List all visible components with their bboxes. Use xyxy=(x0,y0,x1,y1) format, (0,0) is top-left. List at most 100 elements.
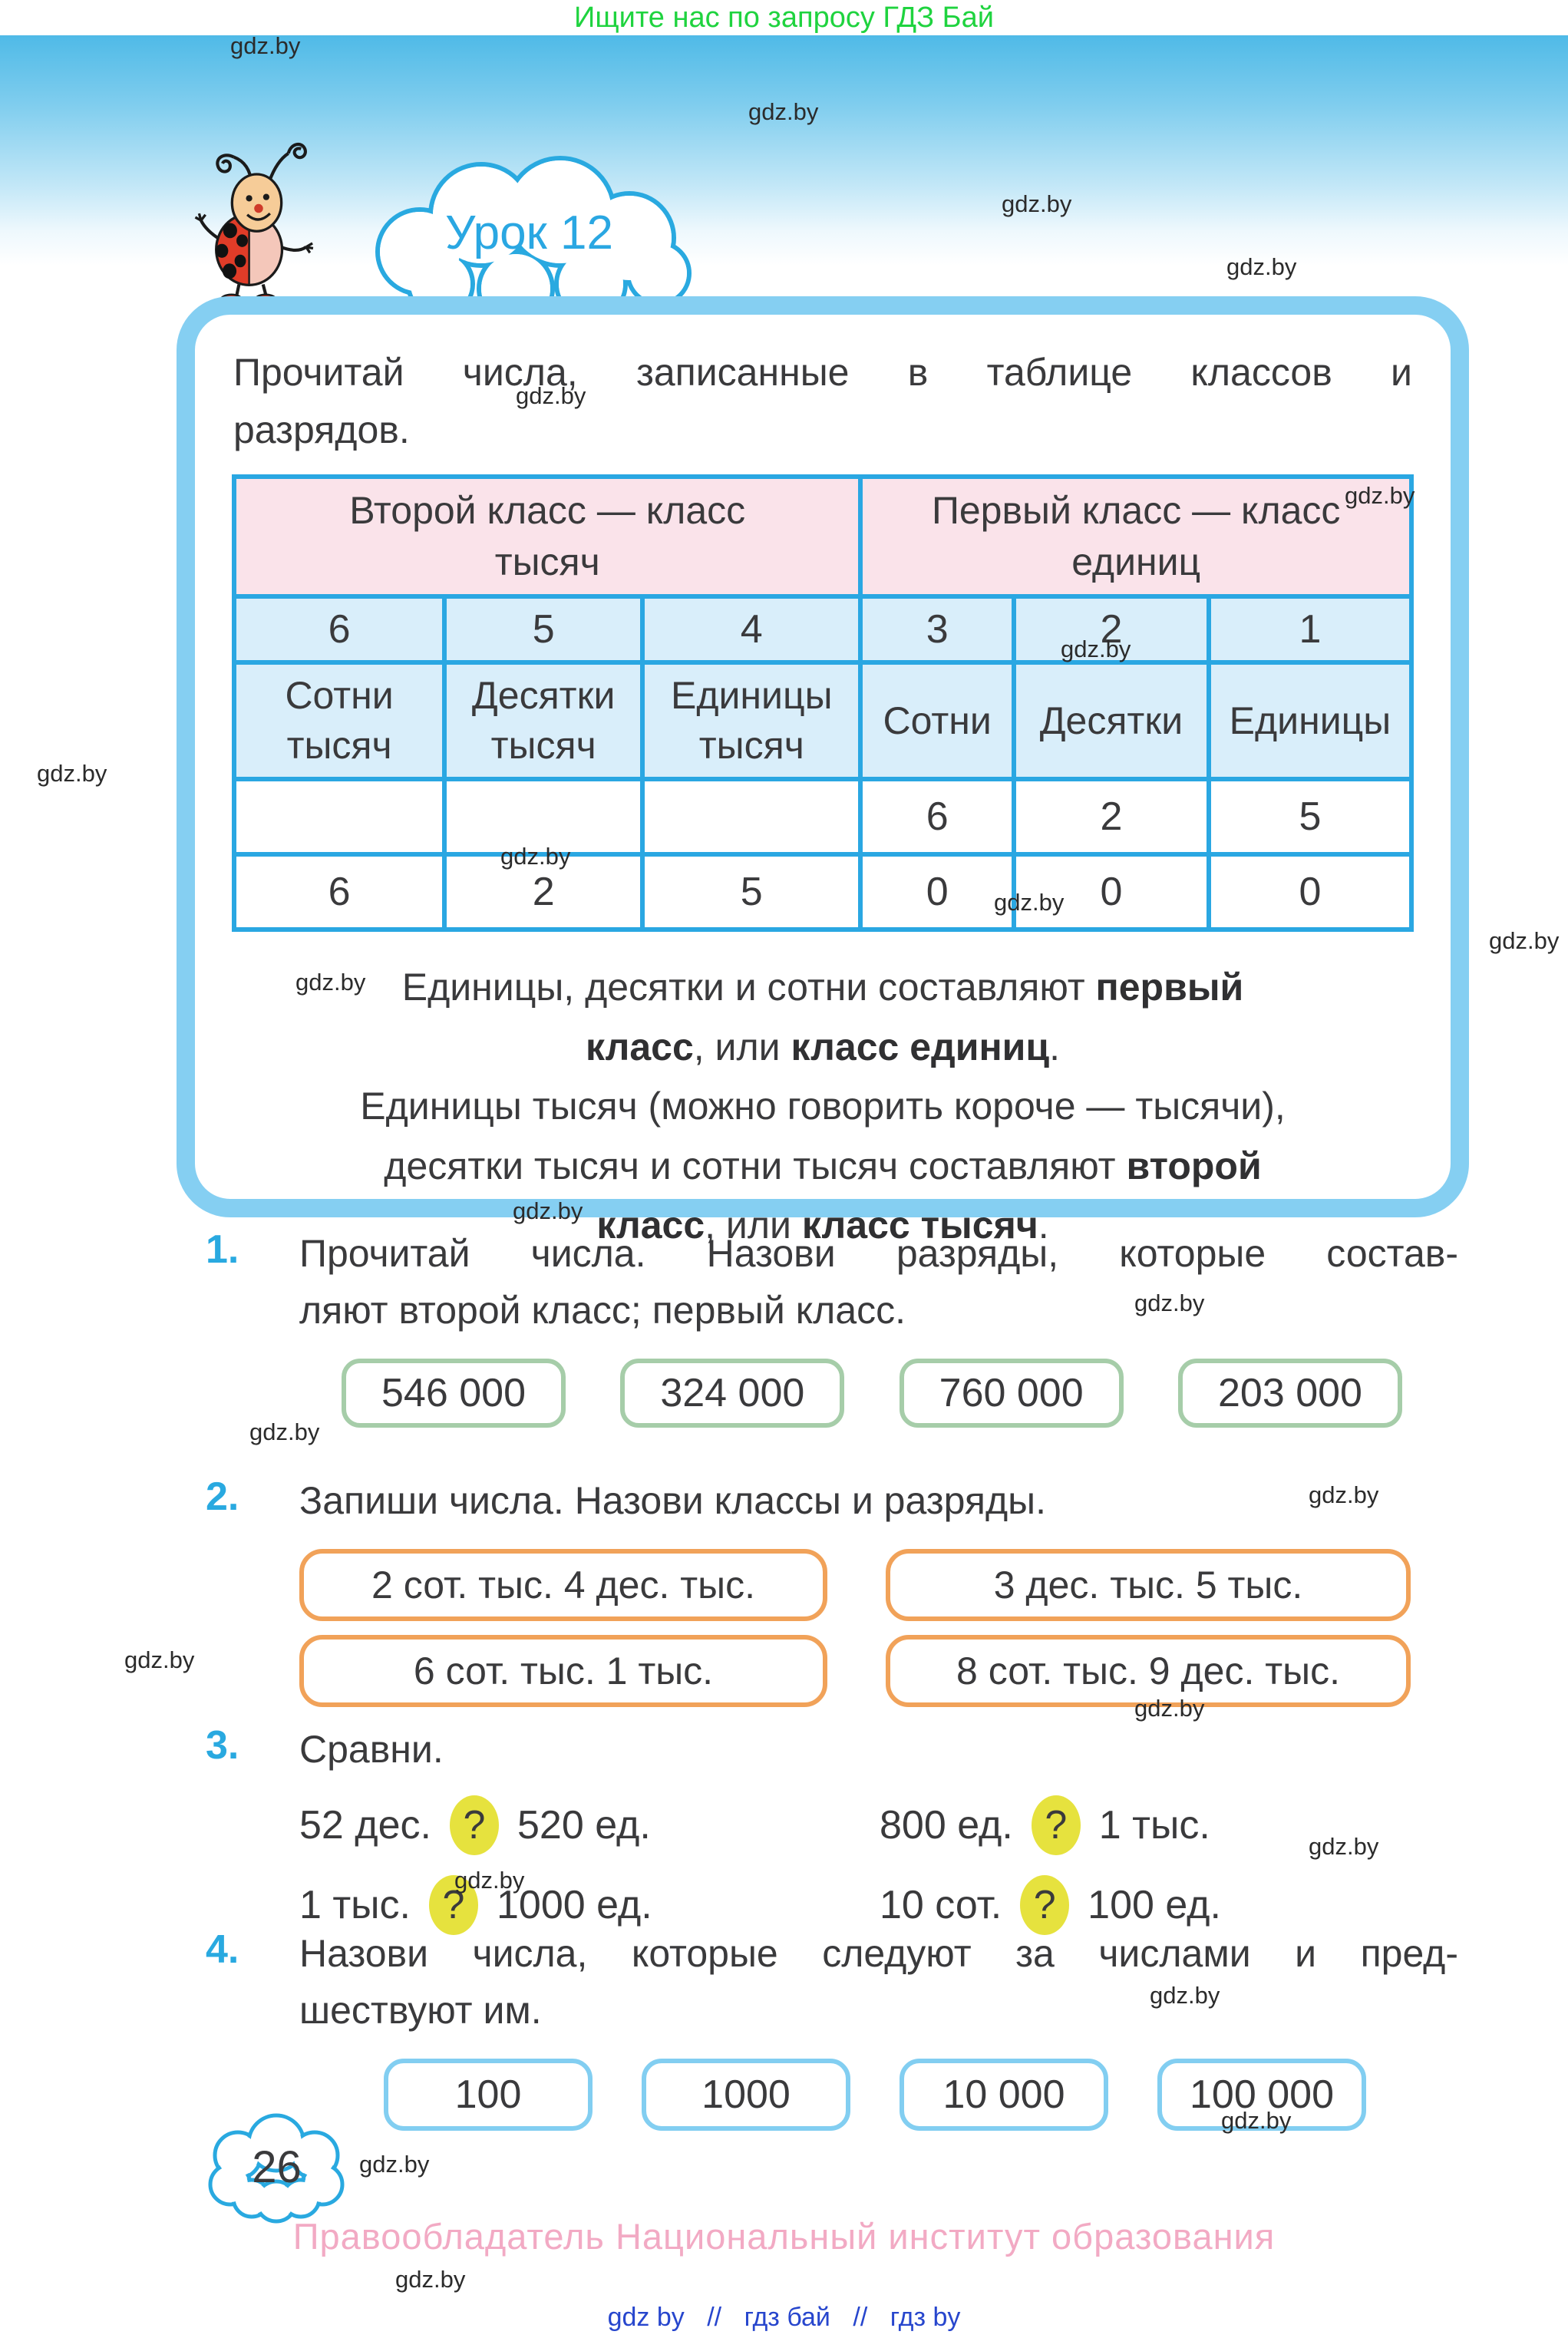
classes-definition-text: Единицы, десятки и сотни составляют перв… xyxy=(195,958,1451,1256)
number-words-box: 2 сот. тыс. 4 дес. тыс. xyxy=(299,1549,827,1621)
lesson-title: Урок 12 xyxy=(445,206,613,259)
exercise-4-line-1: Назови числа, которые следуют за числами… xyxy=(299,1932,1458,1975)
number-box: 546 000 xyxy=(342,1359,566,1428)
statement-bold: второй xyxy=(1126,1144,1262,1187)
header-thousands-line1: Второй класс — класс xyxy=(349,488,746,532)
place-name-cell: Десятки xyxy=(1011,660,1211,781)
number-box: 1000 xyxy=(642,2059,850,2131)
comparison-item: 800 ед. ? 1 тыс. xyxy=(880,1791,1458,1859)
statement-text: десятки тысяч и сотни тысяч составляют xyxy=(384,1144,1127,1187)
place-value-table: Второй класс — класс тысяч Первый класс … xyxy=(231,474,1415,932)
digit-cell: 1 xyxy=(1206,594,1415,665)
digit-cell: 6 xyxy=(231,594,447,665)
gdz-watermark: gdz.by xyxy=(1309,1481,1379,1508)
statement-bold: класс единиц xyxy=(791,1025,1050,1068)
statement-text: , или xyxy=(705,1204,802,1247)
value-cell: 5 xyxy=(640,852,863,932)
place-name-cell: Единицы тысяч xyxy=(640,660,863,781)
question-mark-badge: ? xyxy=(450,1795,499,1855)
gdz-watermark: gdz.by xyxy=(994,889,1065,916)
value-cell xyxy=(640,777,863,857)
statement-text: , или xyxy=(693,1025,791,1068)
gdz-watermark: gdz.by xyxy=(1134,1695,1205,1722)
number-words-box: 3 дес. тыс. 5 тыс. xyxy=(886,1549,1411,1621)
page-number: 26 xyxy=(252,2142,302,2192)
exercise-3: 3. Сравни. 52 дес. ? 520 ед. 800 ед. ? 1… xyxy=(206,1721,1458,1939)
question-mark-badge: ? xyxy=(1020,1875,1070,1935)
number-box: 100 xyxy=(384,2059,593,2131)
exercise-4-number-boxes: 100 1000 10 000 100 000 xyxy=(384,2059,1366,2131)
digit-cell: 5 xyxy=(442,594,645,665)
value-cell xyxy=(442,777,645,857)
gdz-watermark: gdz.by xyxy=(230,32,301,59)
statement-bold: класс тысяч xyxy=(801,1204,1038,1247)
value-cell: 0 xyxy=(1011,852,1211,932)
number-words-box: 8 сот. тыс. 9 дес. тыс. xyxy=(886,1635,1411,1707)
header-thousands-line2: тысяч xyxy=(494,540,600,583)
value-cell: 5 xyxy=(1206,777,1415,857)
gdz-watermark: gdz.by xyxy=(249,1418,320,1445)
comparison-left: 800 ед. xyxy=(880,1802,1013,1848)
exercise-1-line-1: Прочитай числа. Назови разряды, которые … xyxy=(299,1232,1458,1275)
gdz-watermark: gdz.by xyxy=(1150,1982,1220,2009)
exercise-1: 1. Прочитай числа. Назови разряды, котор… xyxy=(206,1225,1458,1428)
digit-cell: 2 xyxy=(1011,594,1211,665)
comparison-item: 10 сот. ? 100 ед. xyxy=(880,1871,1458,1939)
comparison-left: 10 сот. xyxy=(880,1882,1002,1927)
place-name-cell: Десятки тысяч xyxy=(442,660,645,781)
footer-links: gdz by // гдз бай // гдз by xyxy=(0,2303,1568,2333)
exercise-4: 4. Назови числа, которые следуют за числ… xyxy=(206,1925,1458,2131)
exercise-3-number: 3. xyxy=(206,1723,239,1768)
question-mark-badge: ? xyxy=(1031,1795,1081,1855)
statement-text: . xyxy=(1038,1204,1049,1247)
gdz-watermark: gdz.by xyxy=(37,760,107,787)
exercise-2: 2. Запиши числа. Назови классы и разряды… xyxy=(206,1472,1458,1707)
gdz-watermark: gdz.by xyxy=(395,2266,466,2293)
footer-link[interactable]: гдз by xyxy=(890,2303,961,2332)
place-name-cell: Сотни xyxy=(858,660,1016,781)
gdz-watermark: gdz.by xyxy=(516,382,586,409)
gdz-watermark: gdz.by xyxy=(1226,253,1297,280)
gdz-watermark: gdz.by xyxy=(1345,482,1415,509)
gdz-watermark: gdz.by xyxy=(1489,927,1560,954)
exercise-4-number: 4. xyxy=(206,1927,239,1972)
gdz-watermark: gdz.by xyxy=(1221,2107,1292,2134)
exercise-2-boxes: 2 сот. тыс. 4 дес. тыс. 3 дес. тыс. 5 ты… xyxy=(299,1549,1458,1707)
digit-position-row: 6 5 4 3 2 1 xyxy=(231,594,1415,665)
table-header-thousands-class: Второй класс — класс тысяч xyxy=(231,474,863,599)
exercise-2-number: 2. xyxy=(206,1474,239,1519)
number-box: 324 000 xyxy=(620,1359,845,1428)
comparison-item: 52 дес. ? 520 ед. xyxy=(299,1791,880,1859)
gdz-watermark: gdz.by xyxy=(748,98,819,125)
gdz-watermark: gdz.by xyxy=(1061,636,1131,662)
number-box: 760 000 xyxy=(899,1359,1124,1428)
gdz-watermark: gdz.by xyxy=(513,1197,583,1224)
place-name-cell: Сотни тысяч xyxy=(231,660,447,781)
statement-line-1: Единицы, десятки и сотни составляют перв… xyxy=(195,958,1451,1018)
footer-link[interactable]: gdz by xyxy=(607,2303,685,2332)
footer-link[interactable]: гдз бай xyxy=(744,2303,830,2332)
value-cell: 0 xyxy=(1206,852,1415,932)
number-box: 203 000 xyxy=(1177,1359,1402,1428)
gdz-watermark: gdz.by xyxy=(1134,1290,1205,1316)
gdz-watermark: gdz.by xyxy=(1002,190,1072,217)
place-name-row: Сотни тысяч Десятки тысяч Единицы тысяч … xyxy=(231,660,1415,781)
comparison-left: 1 тыс. xyxy=(299,1882,411,1927)
header-units-line2: единиц xyxy=(1071,540,1201,583)
exercise-1-number-boxes: 546 000 324 000 760 000 203 000 xyxy=(342,1359,1402,1428)
comparison-item: 1 тыс. ? 1000 ед. xyxy=(299,1871,880,1939)
comparison-right: 100 ед. xyxy=(1088,1882,1221,1927)
value-cell: 0 xyxy=(858,852,1016,932)
ladybug-illustration xyxy=(194,142,314,307)
value-cell: 2 xyxy=(1011,777,1211,857)
gdz-watermark: gdz.by xyxy=(454,1867,525,1894)
value-cell: 6 xyxy=(858,777,1016,857)
exercise-1-number: 1. xyxy=(206,1227,239,1272)
digit-cell: 3 xyxy=(858,594,1016,665)
header-units-line1: Первый класс — класс xyxy=(931,488,1341,532)
value-cell xyxy=(231,777,447,857)
statement-bold: класс xyxy=(585,1025,694,1068)
table-header-units-class: Первый класс — класс единиц xyxy=(858,474,1414,599)
exercise-3-comparisons: 52 дес. ? 520 ед. 800 ед. ? 1 тыс. 1 тыс… xyxy=(299,1791,1458,1939)
instruction-line-2: разрядов. xyxy=(233,408,410,451)
